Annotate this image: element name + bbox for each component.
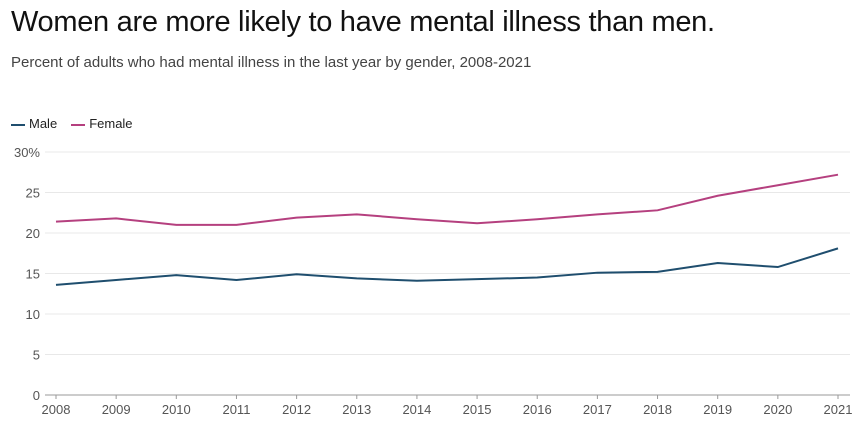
x-tick-label: 2015: [463, 402, 492, 417]
chart-subtitle: Percent of adults who had mental illness…: [11, 54, 532, 71]
y-tick-label: 25: [26, 186, 40, 201]
x-tick-label: 2010: [162, 402, 191, 417]
series-line-male: [55, 247, 839, 286]
legend-label-male: Male: [29, 116, 58, 131]
y-tick-label: 30%: [14, 145, 40, 160]
x-tick-label: 2021: [824, 402, 853, 417]
x-tick-label: 2008: [42, 402, 71, 417]
x-tick-label: 2011: [222, 402, 250, 417]
x-tick-label: 2009: [102, 402, 131, 417]
legend-item-female: Female: [71, 116, 133, 131]
x-tick-label: 2020: [763, 402, 792, 417]
legend-label-female: Female: [89, 116, 133, 131]
x-tick-label: 2013: [342, 402, 371, 417]
legend: Male Female: [11, 116, 133, 131]
x-tick-label: 2016: [523, 402, 552, 417]
x-tick-label: 2018: [643, 402, 672, 417]
y-tick-label: 5: [33, 348, 40, 363]
series-line-female: [55, 173, 839, 226]
x-tick-label: 2019: [703, 402, 732, 417]
y-tick-label: 0: [33, 388, 40, 403]
chart-title: Women are more likely to have mental ill…: [11, 6, 715, 38]
x-tick-label: 2012: [282, 402, 311, 417]
x-tick-label: 2014: [402, 402, 431, 417]
legend-swatch-female: [71, 123, 86, 126]
legend-swatch-male: [11, 123, 25, 126]
y-tick-label: 15: [26, 267, 40, 282]
legend-item-male: Male: [11, 116, 57, 131]
x-tick-label: 2017: [583, 402, 612, 417]
y-tick-label: 20: [26, 226, 40, 241]
y-tick-label: 10: [26, 307, 40, 322]
